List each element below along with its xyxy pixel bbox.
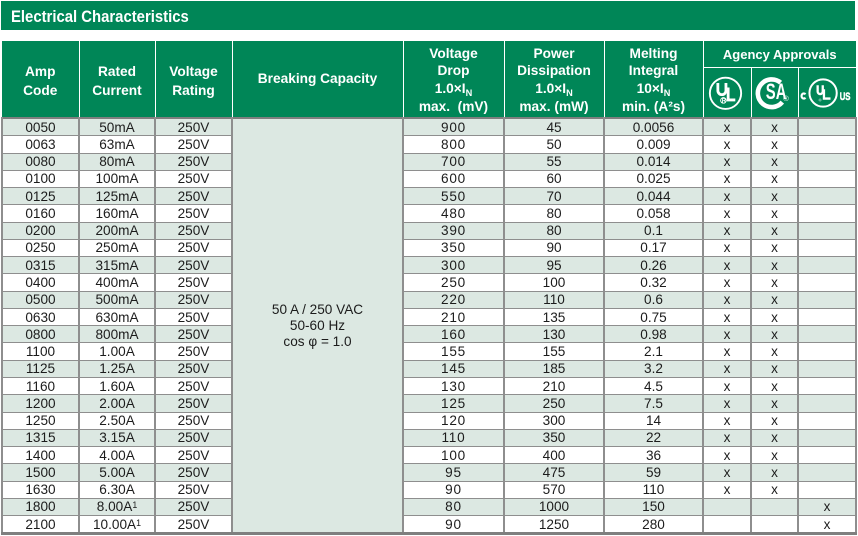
svg-text:SA: SA xyxy=(766,80,787,105)
svg-text:R: R xyxy=(722,99,727,105)
svg-text:US: US xyxy=(840,91,851,104)
svg-text:®: ® xyxy=(819,97,822,102)
svg-text:®: ® xyxy=(783,94,789,103)
